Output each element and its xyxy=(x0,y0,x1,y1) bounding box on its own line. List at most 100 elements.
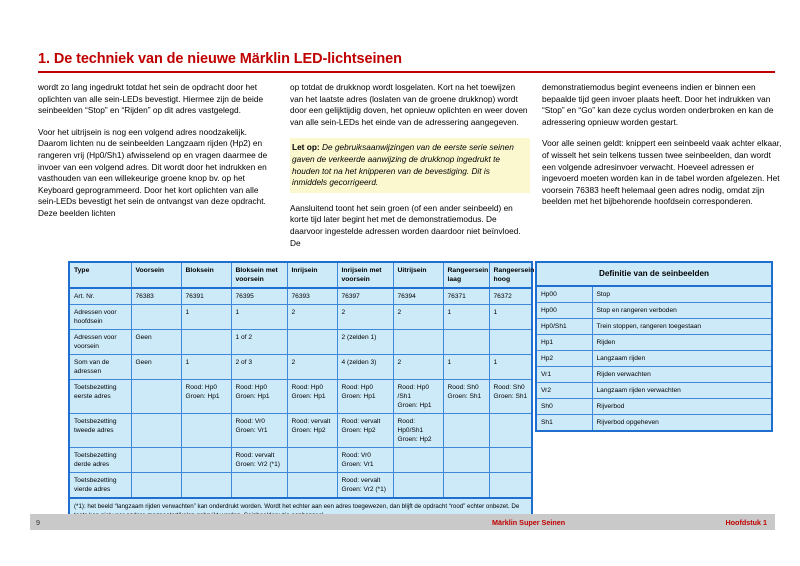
table-cell xyxy=(130,472,182,499)
row-label: Adressen voor hoofdsein xyxy=(68,304,132,330)
table-cell xyxy=(180,472,232,499)
table-cell: 1 xyxy=(442,354,490,380)
table-cell: Rood: Hp0 /Sh1 Groen: Hp1 xyxy=(392,379,444,414)
table-cell xyxy=(392,447,444,473)
note-body-text: De gebruiksaanwijzingen van de eerste se… xyxy=(292,142,514,188)
row-label: Art. Nr. xyxy=(68,287,132,305)
table-cell xyxy=(130,304,182,330)
table-cell: 1 xyxy=(442,304,490,330)
table-cell: 1 xyxy=(230,304,288,330)
footer-page-number: 9 xyxy=(36,517,40,527)
definition-row: Hp1 Rijden xyxy=(535,334,773,351)
table-cell: 2 xyxy=(392,354,444,380)
footer-title: Märklin Super Seinen xyxy=(492,517,566,527)
definition-meaning: Rijverbod xyxy=(591,398,773,415)
table-cell: 2 xyxy=(392,304,444,330)
definition-row: Hp0/Sh1 Trein stoppen, rangeren toegestaa… xyxy=(535,318,773,335)
column-header-1: Voorsein xyxy=(130,261,182,289)
column-header-2: Bloksein xyxy=(180,261,232,289)
definition-row: Hp00 Stop xyxy=(535,285,773,303)
table-cell xyxy=(180,447,232,473)
table-cell: 76394 xyxy=(392,287,444,305)
row-label: Som van de adressen xyxy=(68,354,132,380)
definitions-table: Definitie van de seinbeelden Hp00 Stop Hp0… xyxy=(535,261,773,432)
table-cell: Rood: vervalt Groen: Vr2 (*1) xyxy=(230,447,288,473)
table-cell: 2 of 3 xyxy=(230,354,288,380)
footer-chapter: Hoofdstuk 1 xyxy=(725,517,767,527)
definition-row: Vr2 Langzaam rijden verwachten xyxy=(535,382,773,399)
definition-code: Hp0/Sh1 xyxy=(535,318,593,335)
table-header-row: Type Voorsein Bloksein Bloksein met voorsei… xyxy=(68,261,534,289)
column-header-6: Uitrijsein xyxy=(392,261,444,289)
table-cell: 1 xyxy=(180,304,232,330)
table-cell xyxy=(442,329,490,355)
table-cell: 76391 xyxy=(180,287,232,305)
signal-specs-tbody: Art. Nr. 76383 76391 76395 76393 76397 76394 76… xyxy=(68,287,533,499)
table-cell: 76372 xyxy=(488,287,533,305)
table-cell: 76383 xyxy=(130,287,182,305)
table-cell xyxy=(392,329,444,355)
signal-specs-thead: Type Voorsein Bloksein Bloksein met voorsei… xyxy=(68,261,534,289)
column-header-5: Inrijsein met voorsein xyxy=(336,261,394,289)
signal-specs-table: Type Voorsein Bloksein Bloksein met voorsei… xyxy=(68,261,534,527)
table-row: Toetsbezetting eerste adres Rood: Hp0 Groe… xyxy=(68,379,533,414)
table-cell: Rood: Vr0 Groen: Vr1 xyxy=(336,447,394,473)
table-cell xyxy=(442,413,490,448)
table-row: Toetsbezetting vierde adres Rood: vervalt… xyxy=(68,472,533,499)
left-paragraph-2: Voor het uitrijsein is nog een volgend a… xyxy=(38,126,268,218)
table-cell xyxy=(180,413,232,448)
definition-row: Vr1 Rijden verwachten xyxy=(535,366,773,383)
left-paragraph-1: wordt zo lang ingedrukt totdat het sein … xyxy=(38,82,264,116)
table-cell xyxy=(286,472,338,499)
definition-code: Hp1 xyxy=(535,334,593,351)
table-cell: Rood: Sh0 Groen: Sh1 xyxy=(442,379,490,414)
definition-code: Sh0 xyxy=(535,398,593,415)
row-label: Toetsbezetting vierde adres xyxy=(68,472,132,499)
table-cell: 2 xyxy=(286,304,338,330)
table-row: Toetsbezetting tweede adres Rood: Vr0 Groe… xyxy=(68,413,533,448)
table-cell: Geen xyxy=(130,329,182,355)
table-cell: 1 xyxy=(488,304,533,330)
table-cell: 4 (zelden 3) xyxy=(336,354,394,380)
definition-code: Hp00 xyxy=(535,302,593,319)
table-cell xyxy=(130,413,182,448)
note-lead-label: Let op: xyxy=(292,142,320,153)
table-cell: 2 xyxy=(336,304,394,330)
definition-row: Sh1 Rijverbod opgeheven xyxy=(535,414,773,432)
column-middle: op totdat de drukknop wordt losgelaten. … xyxy=(290,82,530,259)
table-cell xyxy=(488,413,533,448)
definition-meaning: Stop en rangeren verboden xyxy=(591,302,773,319)
table-cell xyxy=(180,329,232,355)
definition-meaning: Rijden xyxy=(591,334,773,351)
definitions-title: Definitie van de seinbeelden xyxy=(535,261,773,287)
table-cell: Rood: Vr0 Groen: Vr1 xyxy=(230,413,288,448)
table-cell: 1 xyxy=(180,354,232,380)
table-cell: Rood: Hp0 Groen: Hp1 xyxy=(286,379,338,414)
table-cell: Rood: vervalt Groen: Hp2 xyxy=(336,413,394,448)
table-cell xyxy=(488,472,533,499)
table-cell: 2 (zelden 1) xyxy=(336,329,394,355)
row-label: Toetsbezetting eerste adres xyxy=(68,379,132,414)
table-cell: Rood: Hp0/Sh1 Groen: Hp2 xyxy=(392,413,444,448)
definition-meaning: Stop xyxy=(591,285,773,303)
definition-code: Hp00 xyxy=(535,285,593,303)
body-columns: wordt zo lang ingedrukt totdat het sein … xyxy=(30,82,781,259)
table-cell: Geen xyxy=(130,354,182,380)
table-cell xyxy=(442,447,490,473)
table-cell xyxy=(488,447,533,473)
definition-row: Hp00 Stop en rangeren verboden xyxy=(535,302,773,319)
definition-row: Hp2 Langzaam rijden xyxy=(535,350,773,367)
table-cell: 76395 xyxy=(230,287,288,305)
note-callout: Let op: De gebruiksaanwijzingen van de e… xyxy=(290,138,530,193)
definition-meaning: Langzaam rijden verwachten xyxy=(591,382,773,399)
table-row: Adressen voor voorsein Geen 1 of 2 2 (zelde… xyxy=(68,329,533,355)
table-cell xyxy=(488,329,533,355)
row-label: Toetsbezetting tweede adres xyxy=(68,413,132,448)
table-cell: 76397 xyxy=(336,287,394,305)
column-header-7: Rangeersein laag xyxy=(442,261,490,289)
column-right: demonstratiemodus begint eveneens indien… xyxy=(542,82,782,259)
page-footer: 9 Märklin Super Seinen Hoofdstuk 1 xyxy=(30,514,775,530)
column-header-3: Bloksein met voorsein xyxy=(230,261,288,289)
table-cell: Rood: Hp0 Groen: Hp1 xyxy=(336,379,394,414)
